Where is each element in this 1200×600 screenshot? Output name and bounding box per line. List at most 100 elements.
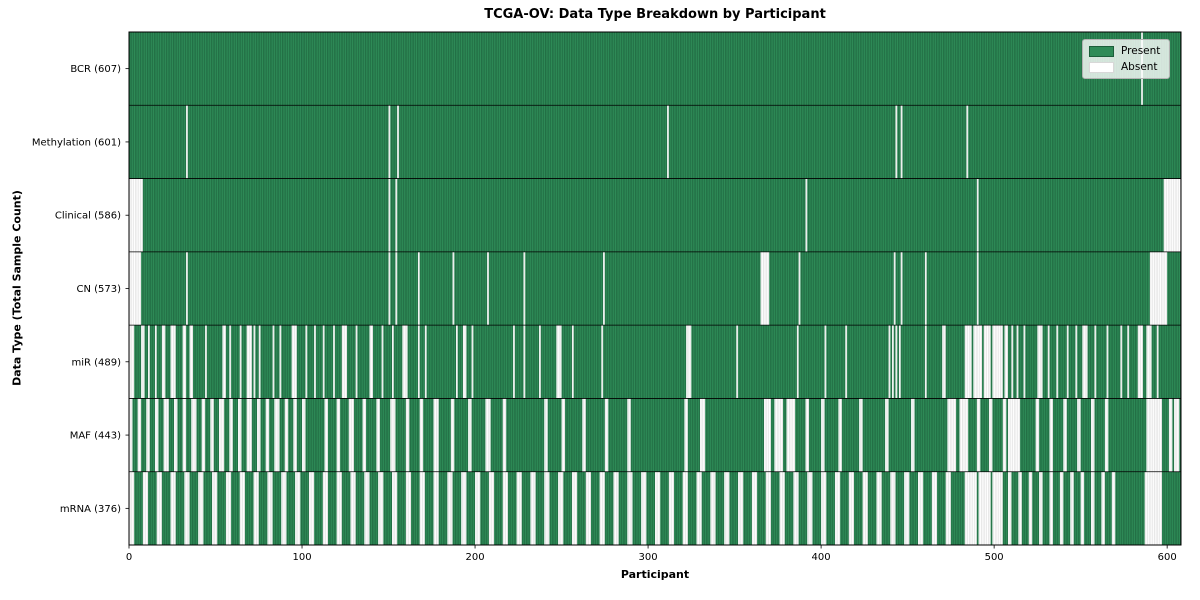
- legend-present-label: Present: [1121, 45, 1161, 57]
- absent-segment: [779, 471, 785, 545]
- absent-segment: [1007, 398, 1021, 472]
- absent-segment: [838, 398, 842, 472]
- absent-segment: [502, 398, 507, 472]
- absent-segment: [395, 178, 398, 252]
- absent-segment: [450, 398, 455, 472]
- absent-segment: [129, 325, 135, 399]
- absent-segment: [350, 471, 356, 545]
- absent-segment: [392, 471, 398, 545]
- x-tick-label: 300: [639, 552, 658, 563]
- absent-segment: [324, 398, 328, 472]
- absent-segment: [265, 398, 270, 472]
- absent-segment: [736, 325, 739, 399]
- absent-segment: [942, 325, 946, 399]
- absent-segment: [900, 251, 903, 326]
- absent-segment: [1137, 325, 1143, 399]
- absent-segment: [1002, 398, 1007, 472]
- absent-segment: [229, 398, 233, 472]
- row-mrna: [129, 471, 1181, 545]
- absent-segment: [544, 471, 550, 545]
- absent-segment: [523, 325, 526, 399]
- absent-segment: [1049, 471, 1053, 545]
- absent-segment: [1063, 398, 1067, 472]
- absent-segment: [170, 471, 176, 545]
- absent-segment: [924, 251, 927, 326]
- absent-segment: [1075, 325, 1078, 399]
- absent-segment: [931, 471, 938, 545]
- absent-segment: [1104, 398, 1109, 472]
- absent-segment: [1091, 398, 1095, 472]
- absent-segment: [279, 325, 282, 399]
- absent-segment: [796, 325, 799, 399]
- absent-segment: [793, 471, 799, 545]
- absent-segment: [973, 325, 983, 399]
- absent-segment: [876, 471, 882, 545]
- absent-segment: [585, 471, 591, 545]
- absent-segment: [302, 398, 306, 472]
- absent-segment: [475, 471, 481, 545]
- absent-segment: [544, 398, 548, 472]
- absent-segment: [295, 471, 301, 545]
- absent-segment: [376, 398, 380, 472]
- absent-segment: [1144, 471, 1162, 545]
- absent-segment: [1070, 471, 1074, 545]
- x-tick-label: 500: [985, 552, 1004, 563]
- absent-segment: [341, 325, 348, 399]
- absent-segment: [696, 471, 702, 545]
- x-tick-label: 200: [466, 552, 485, 563]
- absent-segment: [1156, 325, 1159, 399]
- absent-segment: [786, 398, 796, 472]
- absent-segment: [1077, 398, 1081, 472]
- absent-segment: [272, 325, 275, 399]
- absent-segment: [419, 471, 425, 545]
- absent-segment: [738, 471, 744, 545]
- absent-segment: [1120, 325, 1123, 399]
- absent-segment: [198, 471, 204, 545]
- absent-segment: [388, 251, 391, 326]
- absent-segment: [765, 471, 771, 545]
- absent-segment: [291, 325, 297, 399]
- absent-segment: [381, 325, 384, 399]
- absent-segment: [225, 471, 232, 545]
- absent-segment: [161, 325, 166, 399]
- absent-segment: [978, 471, 991, 545]
- absent-segment: [322, 471, 328, 545]
- absent-segment: [417, 251, 420, 326]
- absent-segment: [182, 325, 187, 399]
- absent-segment: [142, 471, 149, 545]
- absent-segment: [558, 471, 564, 545]
- legend-item-present: Present: [1089, 45, 1160, 57]
- absent-segment: [947, 398, 957, 472]
- absent-segment: [238, 398, 242, 472]
- absent-segment: [1066, 325, 1069, 399]
- absent-segment: [992, 471, 1003, 545]
- absent-segment: [1106, 325, 1109, 399]
- absent-segment: [918, 471, 924, 545]
- absent-segment: [1082, 325, 1088, 399]
- absent-segment: [129, 471, 135, 545]
- absent-segment: [976, 398, 981, 472]
- absent-segment: [212, 471, 218, 545]
- absent-segment: [561, 398, 566, 472]
- present-swatch-icon: [1089, 45, 1114, 57]
- absent-segment: [571, 325, 574, 399]
- absent-segment: [1039, 471, 1043, 545]
- absent-segment: [1049, 398, 1053, 472]
- absent-segment: [1004, 325, 1008, 399]
- y-tick-label: Methylation (601): [32, 137, 121, 148]
- absent-segment: [156, 471, 162, 545]
- absent-swatch-icon: [1089, 61, 1114, 73]
- absent-segment: [355, 325, 358, 399]
- absent-segment: [397, 105, 399, 179]
- absent-segment: [395, 251, 398, 326]
- absent-segment: [184, 471, 190, 545]
- absent-segment: [513, 325, 515, 399]
- absent-segment: [257, 398, 261, 472]
- absent-segment: [845, 325, 848, 399]
- row-maf: [129, 398, 1181, 472]
- absent-segment: [1080, 471, 1085, 545]
- absent-segment: [281, 471, 287, 545]
- absent-segment: [1023, 325, 1026, 399]
- absent-segment: [258, 325, 261, 399]
